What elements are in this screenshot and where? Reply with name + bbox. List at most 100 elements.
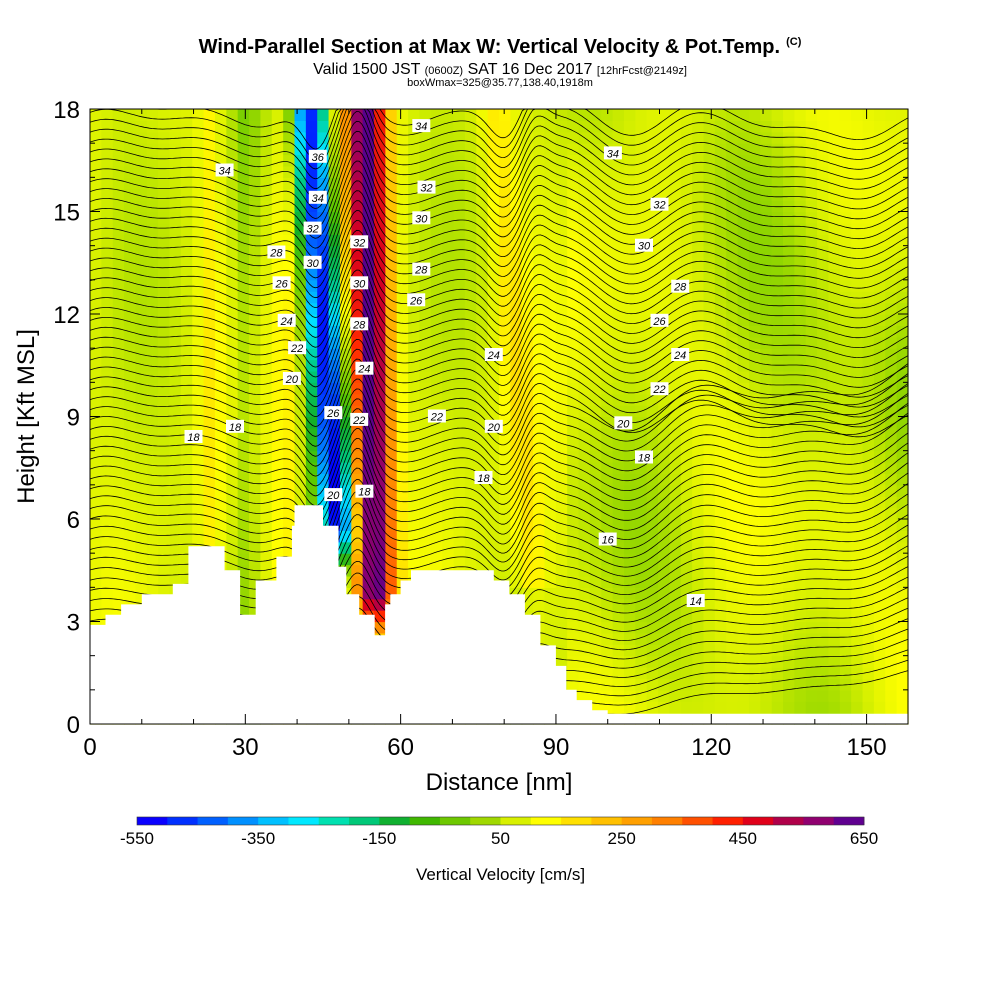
velocity-cell	[101, 382, 114, 395]
velocity-cell	[328, 382, 341, 395]
velocity-cell	[533, 541, 546, 554]
velocity-cell	[146, 553, 159, 566]
velocity-cell	[476, 245, 489, 258]
velocity-cell	[180, 154, 193, 167]
velocity-cell	[885, 109, 898, 121]
velocity-cell	[180, 336, 193, 349]
velocity-cell	[646, 610, 659, 623]
velocity-cell	[862, 427, 875, 440]
velocity-cell	[158, 257, 171, 270]
velocity-cell	[90, 325, 102, 338]
contour-label: 18	[184, 430, 203, 444]
contour-label-bg	[303, 221, 322, 235]
velocity-cell	[385, 359, 398, 372]
velocity-cell	[499, 291, 511, 304]
velocity-cell	[680, 154, 693, 167]
velocity-cell	[805, 325, 818, 338]
velocity-cell	[453, 188, 466, 201]
velocity-cell	[714, 427, 727, 440]
velocity-cell	[339, 120, 352, 133]
velocity-cell	[249, 348, 262, 361]
velocity-cell	[817, 109, 830, 121]
velocity-cell	[464, 257, 477, 270]
velocity-cell	[226, 154, 239, 167]
velocity-cell	[692, 553, 705, 566]
velocity-cell	[851, 405, 864, 418]
velocity-cell	[805, 530, 818, 543]
velocity-cell	[192, 291, 205, 304]
velocity-cell	[476, 279, 489, 292]
velocity-cell	[385, 416, 398, 429]
velocity-cell	[794, 587, 807, 600]
velocity-cell	[408, 200, 421, 213]
velocity-cell	[158, 564, 171, 577]
velocity-cell	[396, 268, 409, 281]
velocity-cell	[760, 177, 773, 190]
velocity-cell	[771, 416, 784, 429]
velocity-cell	[249, 268, 262, 281]
velocity-cell	[612, 177, 625, 190]
velocity-cell	[567, 598, 580, 611]
velocity-cell	[783, 211, 795, 224]
velocity-cell	[578, 302, 591, 315]
velocity-cell	[237, 530, 250, 543]
velocity-cell	[851, 473, 864, 486]
velocity-cell	[601, 359, 614, 372]
velocity-cell	[430, 131, 443, 144]
velocity-cell	[544, 405, 557, 418]
velocity-cell	[385, 177, 398, 190]
velocity-cell	[351, 257, 364, 270]
velocity-cell	[737, 245, 750, 258]
velocity-cell	[464, 519, 477, 531]
velocity-cell	[499, 143, 511, 156]
velocity-cell	[567, 314, 580, 326]
velocity-cell	[408, 143, 421, 156]
velocity-cell	[646, 507, 659, 520]
velocity-cell	[158, 439, 171, 452]
velocity-cell	[430, 359, 443, 372]
velocity-cell	[896, 667, 909, 680]
velocity-cell	[885, 314, 898, 326]
velocity-cell	[135, 143, 148, 156]
velocity-cell	[214, 268, 227, 281]
velocity-cell	[305, 268, 318, 281]
velocity-cell	[510, 519, 523, 531]
velocity-cell	[464, 473, 477, 486]
velocity-cell	[521, 598, 534, 611]
velocity-cell	[783, 496, 795, 509]
velocity-cell	[101, 450, 114, 463]
contour-label-bg	[686, 594, 705, 607]
velocity-cell	[317, 439, 330, 452]
velocity-cell	[737, 439, 750, 452]
velocity-cell	[169, 348, 182, 361]
velocity-cell	[396, 564, 409, 577]
velocity-cell	[476, 541, 489, 554]
contour-label: 22	[288, 341, 307, 355]
velocity-cell	[726, 564, 739, 577]
velocity-cell	[873, 359, 886, 372]
velocity-cell	[249, 484, 262, 497]
velocity-cell	[635, 587, 648, 600]
velocity-cell	[760, 382, 773, 395]
velocity-cell	[817, 655, 830, 668]
velocity-cell	[374, 245, 386, 258]
velocity-cell	[567, 279, 580, 292]
velocity-cell	[726, 621, 739, 634]
velocity-cell	[760, 165, 773, 178]
velocity-cell	[714, 541, 727, 554]
velocity-cell	[737, 257, 750, 270]
velocity-cell	[362, 336, 375, 349]
velocity-cell	[510, 530, 523, 543]
velocity-cell	[260, 541, 273, 554]
velocity-cell	[714, 314, 727, 326]
velocity-cell	[601, 109, 614, 121]
velocity-cell	[464, 348, 477, 361]
velocity-cell	[862, 382, 875, 395]
velocity-cell	[214, 109, 227, 121]
velocity-cell	[260, 496, 273, 509]
velocity-cell	[851, 359, 864, 372]
velocity-cell	[555, 245, 568, 258]
velocity-cell	[328, 427, 341, 440]
velocity-cell	[771, 143, 784, 156]
contour-label-text: 18	[477, 473, 490, 485]
